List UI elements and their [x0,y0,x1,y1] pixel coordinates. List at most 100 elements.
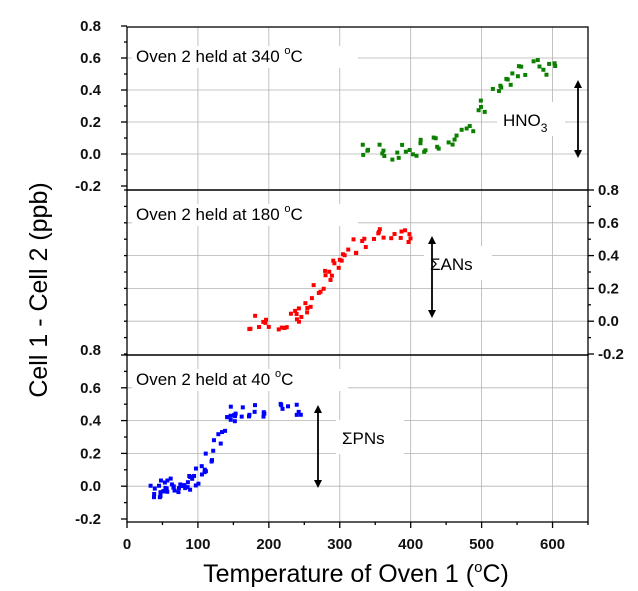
data-point [376,229,381,234]
data-point [253,313,258,318]
data-point [279,325,284,330]
data-point [464,126,469,131]
data-point [276,327,281,332]
data-point [261,319,266,324]
data-point [203,469,208,474]
data-point [308,304,313,309]
data-point [392,231,397,236]
data-point [510,71,515,76]
data-point [531,59,536,64]
y-tick-label: 0.0 [80,478,101,495]
data-point [228,413,233,418]
species-label-bg [497,102,565,136]
data-point [253,403,258,408]
data-point [192,473,197,478]
data-point [362,236,367,241]
data-point [296,319,301,324]
data-point [299,314,304,319]
data-point [294,317,299,322]
data-point [165,478,170,483]
data-point [157,495,162,500]
data-point [508,82,513,87]
data-point [188,487,193,492]
data-point [261,410,266,415]
data-point [199,472,204,477]
data-point [211,448,216,453]
data-point [294,402,299,407]
y-tick-label: 0.4 [598,248,620,265]
data-point [284,325,289,330]
panel-title: Oven 2 held at 340 oC [136,45,303,66]
data-point [454,133,459,138]
data-point [152,492,157,497]
data-point [377,142,382,147]
panel-title-bg [132,46,358,68]
data-point [296,306,301,311]
data-point [232,419,237,424]
data-point [372,236,377,241]
x-axis-title: Temperature of Oven 1 (oC) [203,559,509,588]
data-point [351,237,356,242]
panel-title: Oven 2 held at 180 oC [136,203,303,224]
data-point [209,459,214,464]
data-point [328,277,333,282]
data-point [467,124,472,129]
data-point [264,317,269,322]
data-point [176,486,181,491]
data-point [162,488,167,493]
x-tick-label: 300 [327,536,352,553]
data-point [196,481,201,486]
data-point [399,229,404,234]
data-point [157,483,162,488]
data-point [171,484,176,489]
data-point [318,289,323,294]
data-point [360,239,365,244]
data-point [407,232,412,237]
data-point [516,64,521,69]
data-point [158,478,163,483]
data-point [414,153,419,158]
data-point [327,269,332,274]
y-tick-label: 0.6 [80,380,101,397]
data-point [342,253,347,258]
data-point [309,296,314,301]
y-tick-labels: -0.2 0.0 0.2 0.4 0.6 0.8 0.8 [80,182,624,363]
data-point [476,108,481,113]
data-point [398,235,403,240]
data-point [247,412,252,417]
data-point [164,486,169,491]
data-point [519,64,524,69]
panel-title: Oven 2 held at 40 oC [136,368,293,389]
data-point [471,129,476,134]
data-point [544,72,549,77]
data-point [377,227,382,232]
y-tick-label: 0.2 [80,114,101,131]
data-point [478,104,483,109]
data-point [390,157,395,162]
data-point [193,466,198,471]
data-point [286,404,291,409]
data-point [381,148,386,153]
x-tick-label: 100 [185,536,210,553]
data-point [490,86,495,91]
x-tick-label: 600 [540,536,565,553]
data-point [329,273,334,278]
data-point [381,235,386,240]
data-point [547,61,552,66]
species-label-bg [336,420,404,454]
data-point [279,403,284,408]
data-point [389,236,394,241]
data-point [323,273,328,278]
data-point [185,485,190,490]
data-point [332,261,337,266]
data-point [168,476,173,481]
y-tick-labels: -0.2 0.0 0.2 0.4 0.6 0.8 [75,18,102,195]
data-point [537,64,542,69]
data-point [162,480,167,485]
data-point [199,464,204,469]
data-point [496,88,501,93]
y-tick-label: 0.6 [80,50,101,67]
data-point [182,483,187,488]
data-point [382,153,387,158]
